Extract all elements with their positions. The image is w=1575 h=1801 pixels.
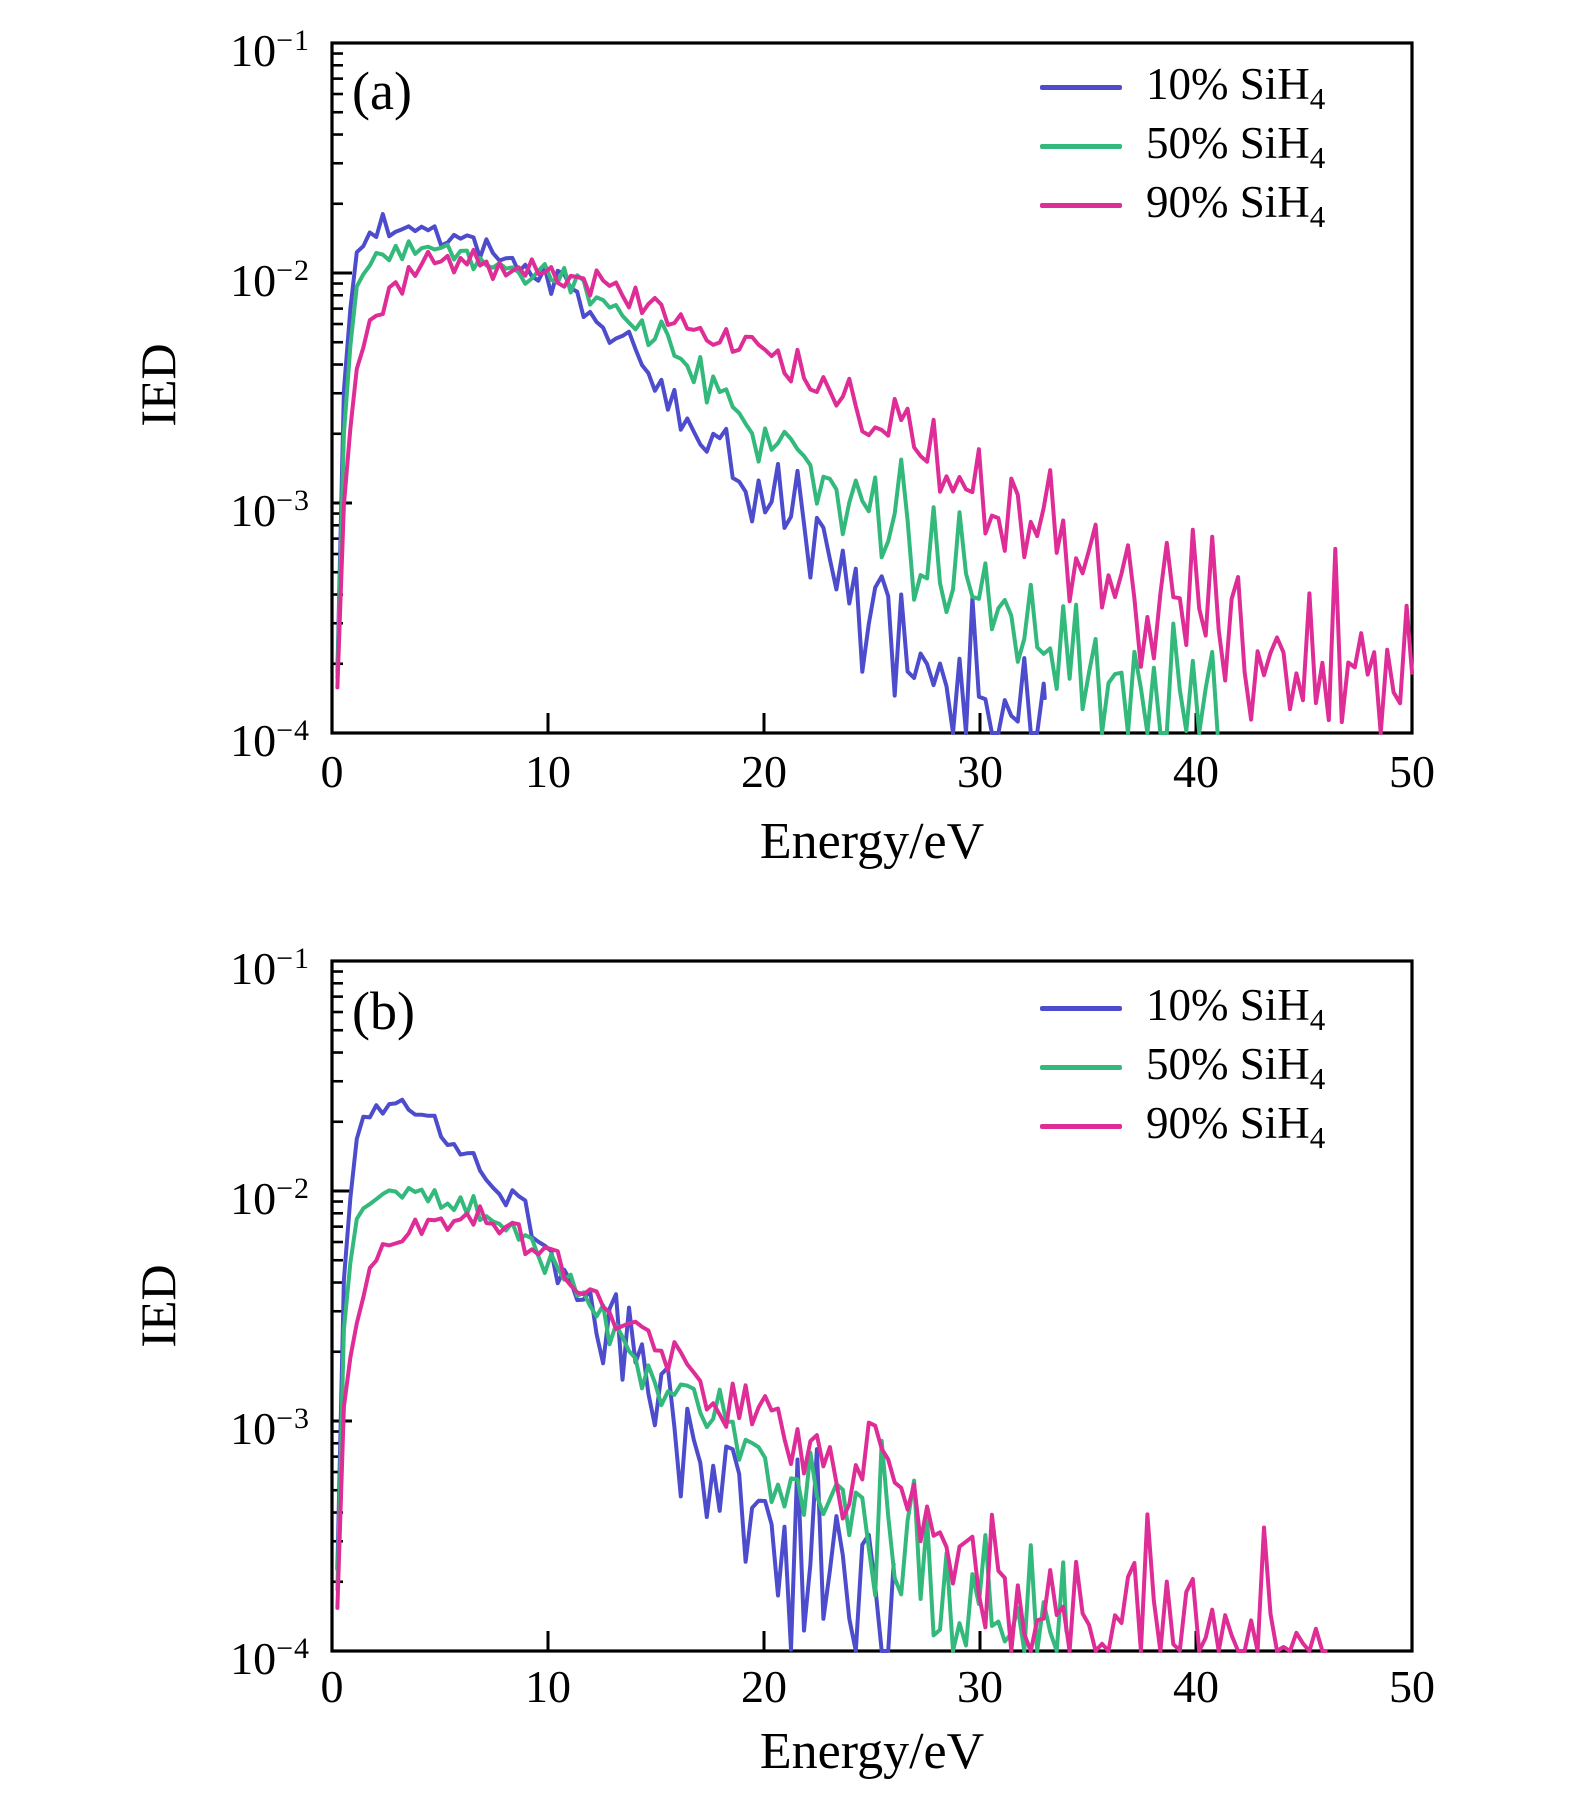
y-tick-label-panel-b: 10−3 bbox=[230, 1402, 310, 1454]
curve-50-sih4panel-a bbox=[335, 239, 1220, 735]
legend-item-10-sih4: 10% SiH4 bbox=[1040, 58, 1440, 117]
curve-10-sih4panel-a bbox=[335, 212, 1047, 735]
curve-90-sih4panel-a bbox=[335, 247, 1414, 735]
x-tick-label-panel-a: 50 bbox=[1389, 746, 1435, 797]
x-tick-label-panel-b: 30 bbox=[957, 1661, 1003, 1712]
y-tick-label-panel-b: 10−2 bbox=[230, 1172, 310, 1224]
y-tick-label-panel-a: 10−1 bbox=[230, 24, 310, 76]
y-axis-title-panel-b: IED bbox=[130, 1264, 186, 1348]
x-tick-label-panel-b: 0 bbox=[320, 1661, 344, 1712]
legend-line-swatch bbox=[1040, 144, 1122, 149]
legend-line-swatch bbox=[1040, 85, 1122, 90]
axes-frame-panel-b bbox=[330, 959, 1414, 1653]
legend-item-90-sih4: 90% SiH4 bbox=[1040, 176, 1440, 235]
legend-line-swatch bbox=[1040, 1124, 1122, 1129]
x-tick-label-panel-a: 30 bbox=[957, 746, 1003, 797]
x-tick-label-panel-a: 40 bbox=[1173, 746, 1219, 797]
legend-label: 50% SiH4 bbox=[1146, 1038, 1326, 1096]
y-tick-label-panel-a: 10−4 bbox=[230, 714, 310, 766]
legend-label: 50% SiH4 bbox=[1146, 117, 1326, 175]
curve-10-sih4panel-b bbox=[335, 1097, 896, 1653]
legend-item-50-sih4: 50% SiH4 bbox=[1040, 1038, 1440, 1097]
curve-90-sih4panel-b bbox=[335, 1204, 1328, 1653]
x-tick-label-panel-b: 10 bbox=[525, 1661, 571, 1712]
legend-item-90-sih4: 90% SiH4 bbox=[1040, 1097, 1440, 1156]
legend-item-50-sih4: 50% SiH4 bbox=[1040, 117, 1440, 176]
x-tick-label-panel-a: 10 bbox=[525, 746, 571, 797]
y-tick-label-panel-a: 10−3 bbox=[230, 484, 310, 536]
legend-line-swatch bbox=[1040, 1006, 1122, 1011]
panel-b-letter: (b) bbox=[352, 981, 415, 1041]
x-axis-title-panel-a: Energy/eV bbox=[759, 813, 985, 870]
y-tick-label-panel-a: 10−2 bbox=[230, 254, 310, 306]
legend-line-swatch bbox=[1040, 1065, 1122, 1070]
x-tick-label-panel-b: 40 bbox=[1173, 1661, 1219, 1712]
legend-label: 10% SiH4 bbox=[1146, 979, 1326, 1037]
x-axis-title-panel-b: Energy/eV bbox=[759, 1723, 985, 1780]
x-tick-label-panel-a: 0 bbox=[320, 746, 344, 797]
legend-panel-a: 10% SiH4 50% SiH4 90% SiH4 bbox=[1040, 58, 1440, 235]
panel-a-letter: (a) bbox=[352, 61, 412, 121]
x-tick-label-panel-b: 20 bbox=[741, 1661, 787, 1712]
curve-50-sih4panel-b bbox=[335, 1186, 1069, 1653]
x-tick-label-panel-b: 50 bbox=[1389, 1661, 1435, 1712]
legend-item-10-sih4: 10% SiH4 bbox=[1040, 979, 1440, 1038]
axes-frame-panel-a bbox=[330, 41, 1414, 735]
y-tick-label-panel-b: 10−1 bbox=[230, 942, 310, 994]
legend-label: 10% SiH4 bbox=[1146, 58, 1326, 116]
legend-label: 90% SiH4 bbox=[1146, 176, 1326, 234]
y-tick-label-panel-b: 10−4 bbox=[230, 1632, 310, 1684]
x-tick-label-panel-a: 20 bbox=[741, 746, 787, 797]
legend-line-swatch bbox=[1040, 203, 1122, 208]
legend-panel-b: 10% SiH4 50% SiH4 90% SiH4 bbox=[1040, 979, 1440, 1156]
legend-label: 90% SiH4 bbox=[1146, 1097, 1326, 1155]
